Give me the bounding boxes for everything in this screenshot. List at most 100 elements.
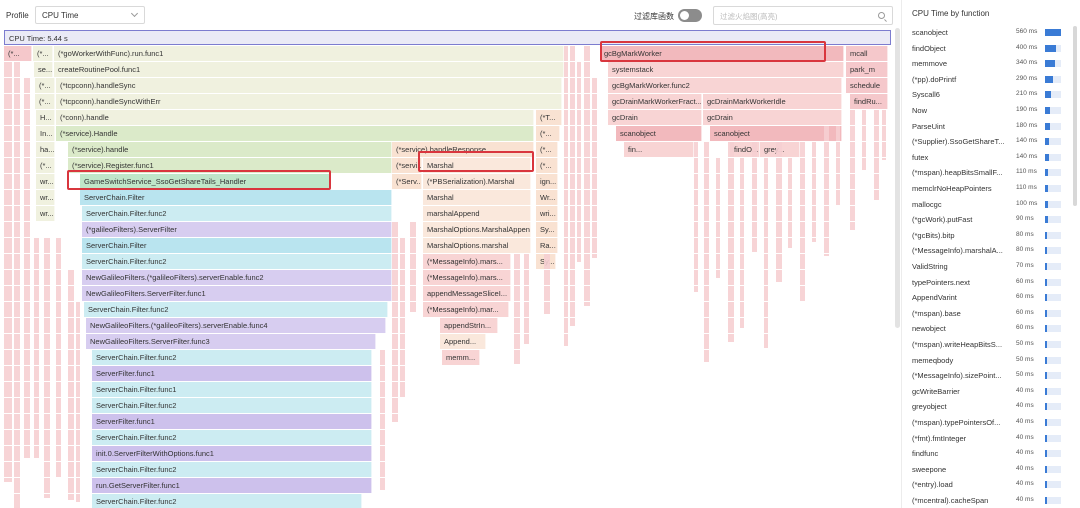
- flame-frame[interactable]: In...: [36, 126, 55, 141]
- function-row[interactable]: typePointers.next 60 ms: [912, 275, 1070, 291]
- flame-frame[interactable]: (*...: [4, 46, 32, 61]
- flame-frame[interactable]: MarshalOptions.MarshalAppend: [423, 222, 531, 237]
- flame-frame[interactable]: (*service).handle: [68, 142, 392, 157]
- function-row[interactable]: (*mspan).typePointersOf... 40 ms: [912, 415, 1070, 431]
- function-row[interactable]: ValidString 70 ms: [912, 259, 1070, 275]
- flame-frame[interactable]: (*conn).handle: [56, 110, 534, 125]
- flame-frame[interactable]: scanobject: [710, 126, 842, 141]
- flame-frame[interactable]: mcall: [846, 46, 888, 61]
- profile-select[interactable]: CPU Time: [35, 6, 145, 24]
- flame-frame[interactable]: (*...: [536, 158, 558, 173]
- flame-frame[interactable]: ServerChain.Filter.func2: [92, 350, 372, 365]
- flame-frame[interactable]: Marshal: [423, 158, 531, 173]
- function-row[interactable]: ParseUint 180 ms: [912, 119, 1070, 135]
- flame-frame[interactable]: appendMessageSliceI...: [423, 286, 511, 301]
- flame-frame[interactable]: (*MessageInfo).mars...: [423, 254, 511, 269]
- flame-frame[interactable]: NewGalileoFilters.ServerFilter.func1: [82, 286, 392, 301]
- flame-frame[interactable]: ServerChain.Filter.func2: [82, 206, 392, 221]
- flame-frame[interactable]: gcDrainMarkWorkerIdle: [703, 94, 842, 109]
- flame-frame[interactable]: wr...: [36, 174, 55, 189]
- flame-frame[interactable]: ServerChain.Filter.func2: [84, 302, 388, 317]
- flame-frame[interactable]: systemstack: [608, 62, 844, 77]
- flame-frame[interactable]: (*T...: [536, 110, 562, 125]
- flame-frame[interactable]: wr...: [36, 190, 55, 205]
- function-row[interactable]: sweepone 40 ms: [912, 462, 1070, 478]
- function-row[interactable]: memmove 340 ms: [912, 56, 1070, 72]
- flame-search-box[interactable]: [713, 6, 893, 25]
- flame-frame[interactable]: ServerChain.Filter.func2: [92, 494, 362, 508]
- flame-frame[interactable]: appendStrIn...: [440, 318, 498, 333]
- flame-frame[interactable]: (*...: [536, 126, 560, 141]
- function-row[interactable]: (*entry).load 40 ms: [912, 477, 1070, 493]
- flame-frame[interactable]: fin...: [624, 142, 694, 157]
- function-row[interactable]: (*gcWork).putFast 90 ms: [912, 212, 1070, 228]
- flame-frame[interactable]: NewGalileoFilters.(*galileoFilters).serv…: [86, 318, 386, 333]
- flame-frame[interactable]: (*Serv...: [392, 174, 422, 189]
- flame-frame[interactable]: (*tcpconn).handleSyncWithErr: [56, 94, 562, 109]
- function-row[interactable]: (*mspan).base 60 ms: [912, 306, 1070, 322]
- flame-frame[interactable]: (*galileoFilters).ServerFilter: [82, 222, 392, 237]
- flame-frame[interactable]: (*tcpconn).handleSync: [56, 78, 562, 93]
- flame-frame[interactable]: ServerChain.Filter.func2: [82, 254, 392, 269]
- function-row[interactable]: Syscall6 210 ms: [912, 87, 1070, 103]
- flame-graph[interactable]: CPU Time: 5.44 s (*... (*... (*goWorkerW…: [4, 30, 892, 508]
- flame-frame[interactable]: ServerChain.Filter.func2: [92, 430, 372, 445]
- flame-frame[interactable]: (*...: [35, 94, 55, 109]
- flame-frame[interactable]: (*PBSerialization).Marshal: [423, 174, 531, 189]
- function-row[interactable]: findObject 400 ms: [912, 41, 1070, 57]
- flame-frame[interactable]: (*servi...: [392, 158, 422, 173]
- flame-frame[interactable]: park_m: [846, 62, 888, 77]
- function-row[interactable]: (*MessageInfo).marshalA... 80 ms: [912, 243, 1070, 259]
- flame-frame[interactable]: gcDrainMarkWorkerFract...: [608, 94, 702, 109]
- flame-frame[interactable]: H...: [36, 110, 55, 125]
- flame-frame[interactable]: NewGalileoFilters.(*galileoFilters).serv…: [82, 270, 392, 285]
- flame-frame[interactable]: scanobject: [616, 126, 702, 141]
- flame-frame[interactable]: GameSwitchService_SsoGetShareTails_Handl…: [80, 174, 330, 189]
- flame-frame[interactable]: gcBgMarkWorker.func2: [608, 78, 842, 93]
- function-row[interactable]: mallocgc 100 ms: [912, 197, 1070, 213]
- flame-frame[interactable]: schedule: [846, 78, 888, 93]
- flame-scrollbar[interactable]: [895, 28, 900, 328]
- flame-search-input[interactable]: [720, 10, 870, 22]
- panel-scrollbar[interactable]: [1073, 26, 1077, 206]
- flame-frame[interactable]: memm...: [442, 350, 480, 365]
- function-row[interactable]: gcWriteBarrier 40 ms: [912, 384, 1070, 400]
- flame-frame[interactable]: init.0.ServerFilterWithOptions.func1: [92, 446, 372, 461]
- flame-frame[interactable]: ha...: [36, 142, 55, 157]
- flame-frame[interactable]: Ra...: [536, 238, 558, 253]
- filter-library-toggle[interactable]: [678, 9, 702, 22]
- function-row[interactable]: newobject 60 ms: [912, 321, 1070, 337]
- flame-frame[interactable]: se...: [34, 62, 53, 77]
- flame-frame[interactable]: Append...: [440, 334, 486, 349]
- flame-root-frame[interactable]: CPU Time: 5.44 s: [4, 30, 891, 45]
- function-row[interactable]: memclrNoHeapPointers 110 ms: [912, 181, 1070, 197]
- function-row[interactable]: scanobject 560 ms: [912, 25, 1070, 41]
- flame-frame[interactable]: (*MessageInfo).mars...: [423, 270, 511, 285]
- flame-frame[interactable]: (*service).handleResponse: [392, 142, 534, 157]
- flame-frame[interactable]: ServerChain.Filter.func2: [92, 398, 372, 413]
- function-row[interactable]: (*MessageInfo).sizePoint... 50 ms: [912, 368, 1070, 384]
- flame-frame[interactable]: (*...: [33, 46, 53, 61]
- flame-frame[interactable]: ServerChain.Filter: [80, 190, 392, 205]
- flame-frame[interactable]: wr...: [36, 206, 55, 221]
- flame-frame[interactable]: (*...: [536, 142, 558, 157]
- function-row[interactable]: (*mspan).writeHeapBitsS... 50 ms: [912, 337, 1070, 353]
- flame-frame[interactable]: ServerChain.Filter.func2: [92, 462, 372, 477]
- flame-frame[interactable]: ServerChain.Filter.func1: [92, 382, 372, 397]
- flame-frame[interactable]: NewGalileoFilters.ServerFilter.func3: [86, 334, 376, 349]
- function-row[interactable]: greyobject 40 ms: [912, 399, 1070, 415]
- flame-frame[interactable]: Wr...: [536, 190, 558, 205]
- flame-frame[interactable]: (*...: [35, 78, 55, 93]
- flame-frame[interactable]: marshalAppend: [423, 206, 531, 221]
- flame-frame[interactable]: findRu...: [850, 94, 888, 109]
- flame-frame[interactable]: wri...: [536, 206, 558, 221]
- flame-frame[interactable]: ServerFilter.func1: [92, 414, 372, 429]
- flame-frame[interactable]: MarshalOptions.marshal: [423, 238, 531, 253]
- flame-frame[interactable]: createRoutinePool.func1: [54, 62, 564, 77]
- function-row[interactable]: (*pp).doPrintf 290 ms: [912, 72, 1070, 88]
- flame-frame[interactable]: ServerChain.Filter: [82, 238, 392, 253]
- flame-frame[interactable]: Sy...: [536, 222, 558, 237]
- flame-frame[interactable]: (*service).Register.func1: [68, 158, 392, 173]
- search-icon[interactable]: [878, 12, 885, 19]
- function-row[interactable]: Now 190 ms: [912, 103, 1070, 119]
